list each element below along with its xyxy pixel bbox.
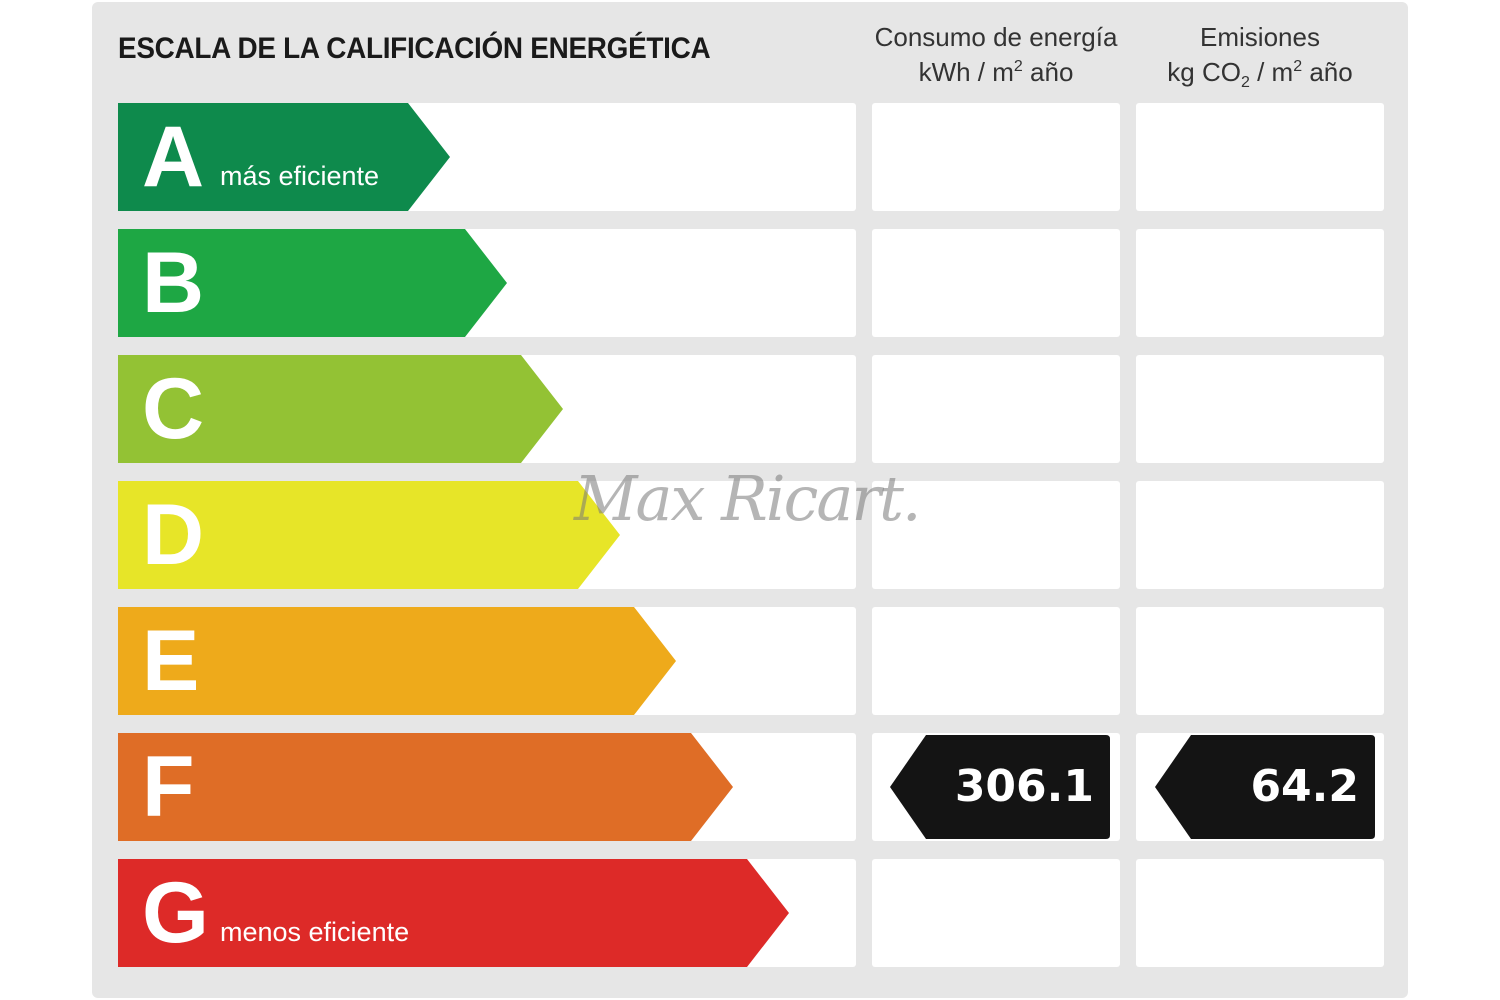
band-shape-c	[118, 355, 563, 463]
band-letter-d: D	[142, 487, 205, 583]
cell-c1-e	[872, 607, 1120, 715]
energy-column-header: Consumo de energía kWh / m2 año	[872, 20, 1120, 90]
band-letter-e: E	[142, 613, 200, 709]
watermark-signature: Max Ricart.	[574, 462, 922, 535]
emissions-unit-sub: 2	[1240, 74, 1250, 91]
band-e: E	[118, 607, 676, 715]
cell-c1-a	[872, 103, 1120, 211]
band-letter-b: B	[142, 235, 205, 331]
emissions-unit-part: kg CO	[1167, 57, 1241, 87]
band-letter-f: F	[142, 739, 195, 835]
cell-c2-g	[1136, 859, 1384, 967]
band-arrow-b	[118, 229, 507, 337]
emissions-unit-sup: 2	[1293, 58, 1303, 75]
cell-c1-g	[872, 859, 1120, 967]
cell-c1-c	[872, 355, 1120, 463]
energy-unit-part: kWh / m	[918, 57, 1014, 87]
band-arrow-f	[118, 733, 733, 841]
emissions-value-marker-shape	[1155, 735, 1375, 839]
band-shape-a	[118, 103, 450, 211]
band-b: B	[118, 229, 507, 337]
emissions-column-header: Emisiones kg CO2 / m2 año	[1136, 20, 1384, 91]
cell-c1-b	[872, 229, 1120, 337]
emissions-unit-year: año	[1302, 57, 1353, 87]
band-letter-c: C	[142, 361, 205, 457]
band-c: C	[118, 355, 563, 463]
band-arrow-d	[118, 481, 620, 589]
cell-c2-b	[1136, 229, 1384, 337]
band-letter-g: G	[142, 865, 209, 961]
energy-value-marker-shape	[890, 735, 1110, 839]
cell-c2-e	[1136, 607, 1384, 715]
energy-header-line1: Consumo de energía	[874, 22, 1118, 52]
chart-title: ESCALA DE LA CALIFICACIÓN ENERGÉTICA	[118, 32, 711, 65]
energy-value-marker-text: 306.1	[954, 761, 1094, 812]
cell-c1-d	[872, 481, 1120, 589]
cell-c2-c	[1136, 355, 1384, 463]
emissions-header-line1: Emisiones	[1200, 22, 1320, 52]
cell-c2-d	[1136, 481, 1384, 589]
band-arrow-c	[118, 355, 563, 463]
band-f: F	[118, 733, 733, 841]
emissions-unit-m: / m	[1249, 57, 1294, 87]
band-label-g: menos eficiente	[220, 917, 410, 947]
energy-value-marker: 306.1	[890, 735, 1110, 839]
emissions-header-unit: kg CO2 / m2 año	[1136, 55, 1384, 91]
band-arrow-e	[118, 607, 676, 715]
emissions-value-marker-text: 64.2	[1250, 761, 1359, 812]
band-letter-a: A	[142, 109, 205, 205]
band-d: D	[118, 481, 620, 589]
band-shape-g	[118, 859, 789, 967]
band-shape-d	[118, 481, 620, 589]
energy-unit-year: año	[1022, 57, 1074, 87]
band-shape-b	[118, 229, 507, 337]
band-label-a: más eficiente	[220, 161, 380, 191]
band-arrow-a	[118, 103, 450, 211]
cell-c2-a	[1136, 103, 1384, 211]
energy-unit-sup: 2	[1013, 58, 1023, 75]
band-arrow-g	[118, 859, 789, 967]
band-shape-f	[118, 733, 733, 841]
emissions-value-marker: 64.2	[1155, 735, 1375, 839]
energy-header-unit: kWh / m2 año	[872, 55, 1120, 90]
band-shape-e	[118, 607, 676, 715]
